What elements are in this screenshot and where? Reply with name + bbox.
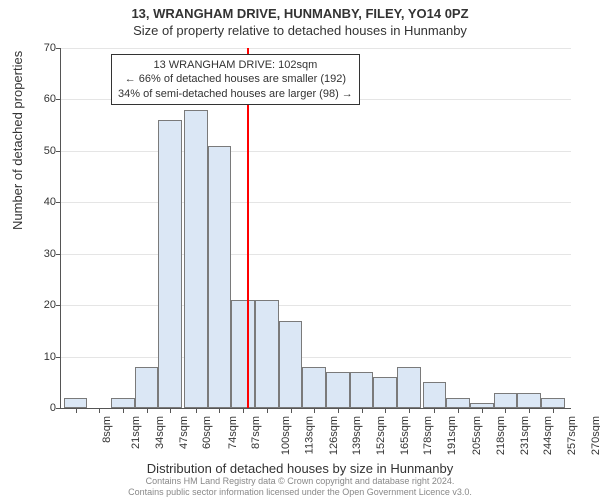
x-tick-label: 257sqm — [566, 416, 578, 455]
x-tick — [267, 408, 268, 413]
x-tick-label: 139sqm — [351, 416, 363, 455]
x-tick-label: 152sqm — [375, 416, 387, 455]
x-tick-label: 60sqm — [201, 416, 213, 449]
x-tick — [338, 408, 339, 413]
x-tick-label: 244sqm — [543, 416, 555, 455]
x-tick — [76, 408, 77, 413]
x-tick-label: 21sqm — [130, 416, 142, 449]
histogram-bar — [517, 393, 541, 408]
histogram-bar — [350, 372, 374, 408]
histogram-bar — [326, 372, 350, 408]
x-tick-label: 100sqm — [280, 416, 292, 455]
annotation-line2: ← 66% of detached houses are smaller (19… — [118, 72, 353, 86]
histogram-bar — [255, 300, 279, 408]
grid-line — [61, 48, 571, 49]
annotation-box: 13 WRANGHAM DRIVE: 102sqm ← 66% of detac… — [111, 54, 360, 105]
histogram-bar — [279, 321, 303, 408]
y-tick-label: 30 — [21, 248, 56, 260]
x-tick-label: 218sqm — [495, 416, 507, 455]
footer: Contains HM Land Registry data © Crown c… — [0, 476, 600, 498]
histogram-bar — [373, 377, 397, 408]
y-tick-label: 0 — [21, 402, 56, 414]
histogram-bar — [302, 367, 326, 408]
histogram-bar — [64, 398, 88, 408]
histogram-bar — [111, 398, 135, 408]
chart-subtitle: Size of property relative to detached ho… — [0, 21, 600, 38]
x-tick — [243, 408, 244, 413]
x-tick — [385, 408, 386, 413]
x-tick-label: 47sqm — [178, 416, 190, 449]
x-tick-label: 178sqm — [422, 416, 434, 455]
grid-line — [61, 254, 571, 255]
histogram-bar — [423, 382, 447, 408]
footer-line1: Contains HM Land Registry data © Crown c… — [0, 476, 600, 487]
histogram-bar — [135, 367, 159, 408]
x-tick-label: 87sqm — [250, 416, 262, 449]
x-tick — [170, 408, 171, 413]
histogram-bar — [208, 146, 232, 408]
x-tick — [123, 408, 124, 413]
x-tick — [529, 408, 530, 413]
x-tick-label: 126sqm — [328, 416, 340, 455]
y-tick-label: 20 — [21, 299, 56, 311]
histogram-bar — [158, 120, 182, 408]
x-tick — [99, 408, 100, 413]
x-tick — [314, 408, 315, 413]
x-tick-label: 231sqm — [519, 416, 531, 455]
x-axis-label: Distribution of detached houses by size … — [0, 461, 600, 476]
x-tick — [409, 408, 410, 413]
x-tick-label: 74sqm — [227, 416, 239, 449]
annotation-line3: 34% of semi-detached houses are larger (… — [118, 87, 353, 101]
x-tick — [291, 408, 292, 413]
x-tick-label: 34sqm — [154, 416, 166, 449]
grid-line — [61, 151, 571, 152]
x-tick — [196, 408, 197, 413]
annotation-line1: 13 WRANGHAM DRIVE: 102sqm — [118, 58, 353, 72]
chart-container: 13, WRANGHAM DRIVE, HUNMANBY, FILEY, YO1… — [0, 0, 600, 500]
x-tick — [219, 408, 220, 413]
x-tick — [362, 408, 363, 413]
histogram-bar — [541, 398, 565, 408]
y-tick-label: 70 — [21, 42, 56, 54]
x-tick — [434, 408, 435, 413]
histogram-bar — [184, 110, 208, 408]
x-tick — [505, 408, 506, 413]
histogram-bar — [231, 300, 255, 408]
histogram-bar — [494, 393, 518, 408]
grid-line — [61, 357, 571, 358]
histogram-bar — [446, 398, 470, 408]
x-tick — [458, 408, 459, 413]
x-tick — [482, 408, 483, 413]
x-tick-label: 205sqm — [472, 416, 484, 455]
histogram-bar — [397, 367, 421, 408]
y-tick-label: 40 — [21, 196, 56, 208]
x-tick-label: 270sqm — [590, 416, 600, 455]
x-tick-label: 165sqm — [399, 416, 411, 455]
plot-area: 13 WRANGHAM DRIVE: 102sqm ← 66% of detac… — [60, 48, 571, 409]
y-tick-label: 60 — [21, 93, 56, 105]
footer-line2: Contains public sector information licen… — [0, 487, 600, 498]
grid-line — [61, 202, 571, 203]
chart-title: 13, WRANGHAM DRIVE, HUNMANBY, FILEY, YO1… — [0, 0, 600, 21]
x-tick-label: 191sqm — [446, 416, 458, 455]
y-tick-label: 50 — [21, 145, 56, 157]
x-tick-label: 113sqm — [303, 416, 315, 454]
x-tick — [553, 408, 554, 413]
x-tick — [147, 408, 148, 413]
x-tick-label: 8sqm — [100, 416, 112, 443]
grid-line — [61, 305, 571, 306]
y-tick-label: 10 — [21, 351, 56, 363]
